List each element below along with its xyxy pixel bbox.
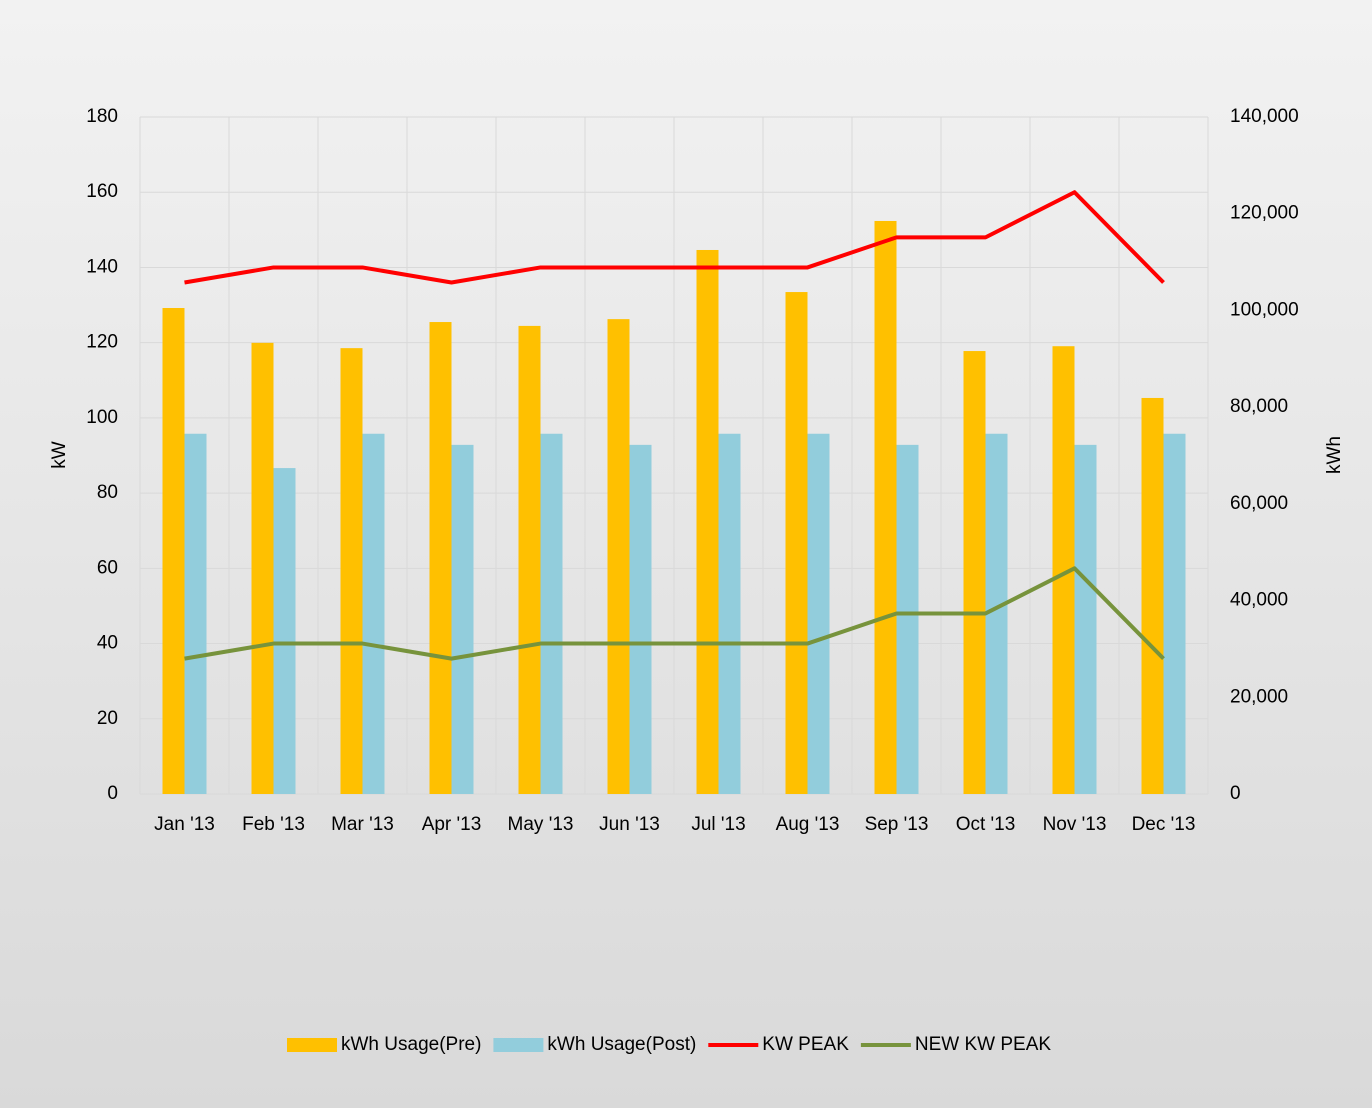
legend-label: KW PEAK — [762, 1034, 849, 1055]
y2-tick-label: 120,000 — [1230, 203, 1299, 224]
x-tick-label: May '13 — [508, 814, 574, 835]
y2-tick-label: 140,000 — [1230, 106, 1299, 127]
y-tick-label: 120 — [86, 332, 118, 353]
legend-label: kWh Usage(Pre) — [341, 1034, 481, 1055]
bar — [807, 433, 830, 794]
bar — [718, 433, 741, 794]
x-tick-label: Jun '13 — [599, 814, 660, 835]
y-tick-label: 160 — [86, 181, 118, 202]
y-tick-label: 60 — [97, 557, 118, 578]
bar — [362, 433, 385, 794]
bar — [518, 325, 541, 794]
bar — [1163, 433, 1186, 794]
bar — [696, 249, 719, 794]
x-tick-label: Jan '13 — [154, 814, 215, 835]
legend-label: kWh Usage(Post) — [547, 1034, 696, 1055]
bar — [1074, 444, 1097, 794]
y-tick-label: 0 — [107, 783, 118, 804]
bar — [629, 444, 652, 794]
bar — [985, 433, 1008, 794]
y2-tick-label: 40,000 — [1230, 590, 1288, 611]
x-tick-label: Jul '13 — [691, 814, 745, 835]
line — [184, 190, 1165, 285]
y-tick-label: 140 — [86, 256, 118, 277]
line — [184, 566, 1165, 661]
x-tick-label: Apr '13 — [422, 814, 482, 835]
y2-tick-label: 100,000 — [1230, 299, 1299, 320]
legend-swatch — [287, 1038, 337, 1052]
bar — [874, 220, 897, 795]
y-axis-label: kW — [49, 441, 70, 469]
bar — [963, 351, 986, 794]
y-tick-label: 180 — [86, 106, 118, 127]
y-tick-label: 40 — [97, 633, 118, 654]
x-tick-label: Mar '13 — [331, 814, 394, 835]
y2-tick-label: 20,000 — [1230, 686, 1288, 707]
y-tick-label: 20 — [97, 708, 118, 729]
bar — [785, 292, 808, 794]
bar — [451, 444, 474, 794]
bar — [1141, 397, 1164, 794]
y-tick-label: 100 — [86, 407, 118, 428]
legend-label: NEW KW PEAK — [915, 1034, 1052, 1055]
x-tick-label: Dec '13 — [1132, 814, 1196, 835]
x-tick-label: Nov '13 — [1043, 814, 1107, 835]
bar — [340, 348, 363, 794]
x-tick-label: Sep '13 — [865, 814, 929, 835]
bar — [251, 342, 274, 794]
bar — [896, 444, 919, 794]
y2-tick-label: 60,000 — [1230, 493, 1288, 514]
bar — [184, 433, 207, 794]
bar — [162, 308, 185, 794]
y2-tick-label: 0 — [1230, 783, 1241, 804]
y2-axis-label: kWh — [1324, 436, 1345, 474]
y-tick-label: 80 — [97, 482, 118, 503]
y2-tick-label: 80,000 — [1230, 396, 1288, 417]
bar — [607, 319, 630, 794]
x-tick-label: Feb '13 — [242, 814, 305, 835]
legend-swatch — [493, 1038, 544, 1052]
x-tick-label: Aug '13 — [776, 814, 840, 835]
bar — [540, 433, 563, 794]
bar — [1052, 346, 1075, 794]
x-tick-label: Oct '13 — [956, 814, 1016, 835]
bar — [429, 322, 452, 794]
bar — [273, 468, 296, 794]
